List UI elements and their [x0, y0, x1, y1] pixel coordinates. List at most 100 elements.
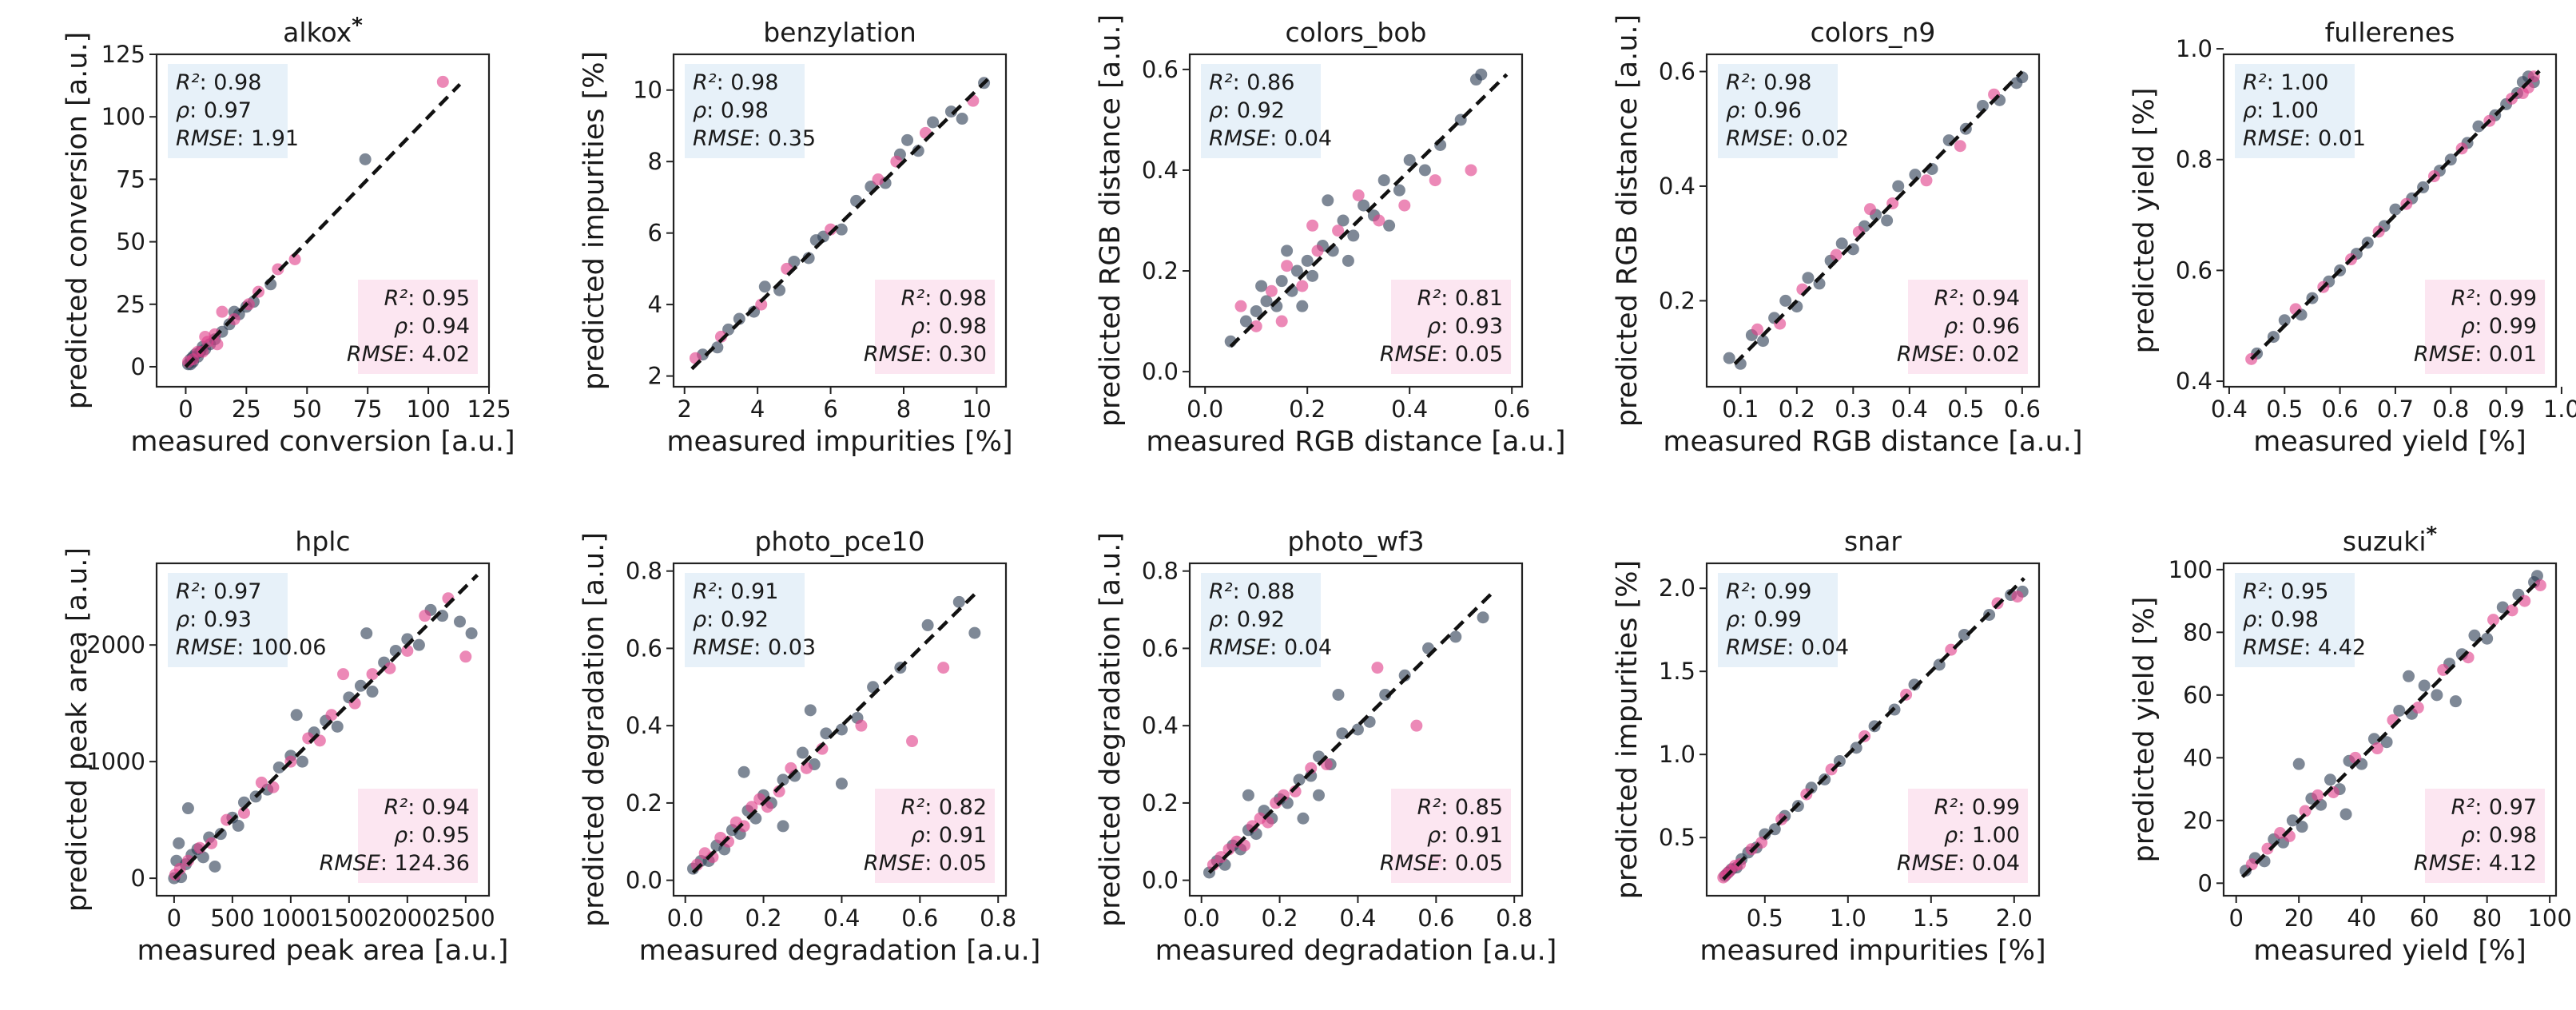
stat-value: 0.05	[1455, 851, 1503, 876]
data-point-pink	[384, 662, 396, 674]
stat-key: RMSE	[864, 851, 924, 876]
stat-value: 0.97	[213, 579, 261, 604]
stat-sep: :	[1958, 342, 1972, 367]
stat-key: R²	[1726, 579, 1750, 604]
stat-sep: :	[2475, 851, 2489, 876]
y-tick-label: 1.0	[1659, 741, 1695, 768]
data-point-pink	[1275, 315, 1288, 328]
stat-sep: :	[753, 126, 768, 151]
x-axis-label: measured impurities [%]	[1699, 935, 2045, 967]
data-point-dark	[804, 704, 817, 717]
parity-line	[1722, 577, 2025, 881]
data-point-dark	[797, 746, 809, 759]
stat-sep: :	[1270, 635, 1284, 660]
x-tick-label: 1.0	[2543, 396, 2576, 423]
stats-box-bottom-line: R²: 0.85	[1417, 795, 1503, 820]
panel-colors-bob: colors_bob 0.0 0.2 0.4 0.6 0.0 0.2 0.4 0.6 measur…	[1095, 14, 1566, 458]
y-tick-label: 0.4	[1142, 712, 1179, 739]
x-tick-label: 500	[210, 905, 254, 932]
stats-box-top-line: R²: 0.99	[1726, 579, 1811, 604]
data-area	[2239, 570, 2546, 879]
stat-key: ρ	[1944, 823, 1958, 848]
stat-sep: :	[2267, 70, 2281, 95]
panel-title: hplc	[295, 526, 350, 557]
data-point-dark	[1290, 264, 1303, 277]
stat-value: 0.02	[1972, 342, 2020, 367]
stat-key: R²	[901, 795, 925, 820]
stat-value: 0.98	[2489, 823, 2537, 848]
y-tick-label: 125	[101, 41, 145, 68]
stats-box-top-line: ρ: 0.97	[176, 98, 252, 123]
panel-title-text: photo_pce10	[754, 526, 924, 557]
parity-line	[184, 82, 462, 368]
data-point-pink	[1954, 140, 1966, 153]
data-point-pink	[1410, 719, 1423, 732]
y-tick-label: 4	[648, 291, 662, 318]
panel-title: benzylation	[763, 17, 916, 48]
y-tick-label: 10	[633, 77, 662, 104]
stat-sep: :	[200, 70, 214, 95]
stat-sep: :	[1739, 607, 1754, 632]
stat-value: 0.98	[939, 286, 987, 311]
data-point-pink	[419, 610, 431, 622]
stat-value: 0.30	[939, 342, 987, 367]
stat-value: 0.97	[2489, 795, 2537, 820]
stat-value: 0.88	[1246, 579, 1294, 604]
data-point-pink	[2487, 614, 2500, 626]
stat-key: R²	[2243, 579, 2267, 604]
y-tick-label: 0.0	[626, 867, 662, 894]
stats-box-top-line: R²: 0.91	[693, 579, 778, 604]
data-point-dark	[2286, 814, 2299, 827]
stat-key: RMSE	[320, 851, 380, 876]
stat-key: ρ	[1726, 98, 1739, 123]
stat-sep: :	[1441, 851, 1455, 876]
y-axis-label: predicted conversion [a.u.]	[62, 32, 93, 410]
data-point-pink	[1306, 219, 1319, 232]
stats-box-top-line: R²: 0.98	[176, 70, 261, 95]
data-point-dark	[1475, 68, 1488, 81]
stats-box-top-line: RMSE: 0.03	[693, 635, 816, 660]
stats-box-bottom-line: ρ: 0.93	[1427, 314, 1503, 339]
data-point-dark	[1958, 628, 1970, 641]
y-tick-label: 0.4	[1659, 173, 1695, 200]
data-point-dark	[968, 626, 981, 639]
stats-box-top-line: ρ: 0.98	[2243, 607, 2319, 632]
x-tick-label: 1.5	[1913, 905, 1950, 932]
stats-box-top-line: R²: 0.98	[1726, 70, 1811, 95]
stats-box-top-line: ρ: 1.00	[2243, 98, 2319, 123]
x-tick-label: 0.6	[901, 905, 938, 932]
stat-key: RMSE	[2243, 635, 2304, 660]
data-point-pink	[1751, 323, 1763, 336]
data-point-dark	[835, 777, 848, 790]
stat-sep: :	[407, 314, 422, 339]
stats-box-top-line: R²: 0.98	[693, 70, 778, 95]
stat-value: 0.04	[1972, 851, 2020, 876]
stat-value: 0.98	[1763, 70, 1811, 95]
x-tick-label: 0.5	[2266, 396, 2303, 423]
data-point-dark	[232, 819, 244, 832]
stat-sep: :	[924, 795, 939, 820]
stat-value: 0.92	[1237, 98, 1285, 123]
panel-photo-pce10: photo_pce10 0.0 0.2 0.4 0.6 0.8 0.0 0.2 0.4 0.6 0.…	[578, 526, 1040, 967]
stat-sep: :	[2475, 286, 2489, 311]
y-tick-label: 0.6	[626, 634, 662, 662]
panel-benzylation: benzylation 2 4 6 8 10 2 4 6 8 10 measured impuriti…	[578, 17, 1013, 458]
stats-box-top-bg	[1718, 573, 1838, 667]
stat-value: 0.91	[730, 579, 778, 604]
stat-key: ρ	[1944, 314, 1958, 339]
data-point-dark	[711, 341, 724, 354]
y-axis-label: predicted peak area [a.u.]	[62, 547, 93, 912]
data-point-dark	[777, 820, 789, 833]
stat-sep: :	[1958, 314, 1972, 339]
stats-box-bottom-line: R²: 0.99	[2451, 286, 2537, 311]
data-point-dark	[2278, 314, 2291, 327]
data-point-dark	[1293, 773, 1306, 786]
stat-key: R²	[384, 286, 408, 311]
stat-sep: :	[2304, 126, 2318, 151]
stat-key: RMSE	[1897, 342, 1958, 367]
x-tick-label: 0.0	[1187, 396, 1223, 423]
stat-sep: :	[1441, 342, 1455, 367]
data-point-dark	[1358, 199, 1370, 212]
data-point-pink	[1863, 203, 1876, 216]
x-tick-label: 2.0	[1996, 905, 2033, 932]
